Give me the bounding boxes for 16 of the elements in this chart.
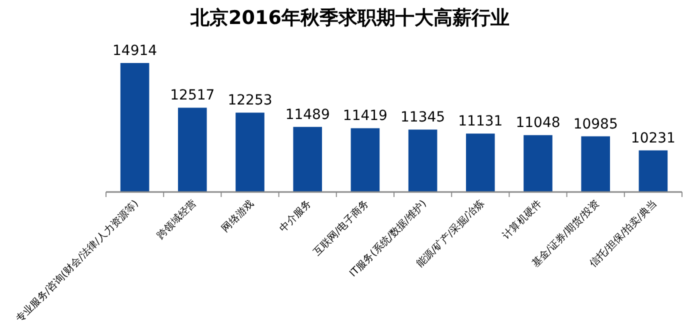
data-label: 11345 (400, 110, 446, 126)
data-label: 10985 (573, 116, 618, 132)
chart-title: 北京2016年秋季求职期十大高薪行业 (190, 7, 510, 29)
data-label: 11419 (342, 108, 388, 124)
data-label: 11489 (285, 106, 330, 123)
data-label: 12253 (228, 92, 272, 109)
data-label: 11131 (458, 114, 503, 130)
x-tick-label: 跨领域经营 (154, 198, 199, 242)
x-tick-label: 网络游戏 (219, 198, 256, 234)
data-label: 12517 (170, 88, 215, 104)
data-label: 11048 (516, 115, 560, 132)
data-label: 14914 (112, 43, 158, 59)
x-tick-label: 中介服务 (276, 198, 314, 234)
x-tick-label: 专业服务/咨询(财会/法律/人力资源等) (14, 198, 141, 325)
data-label: 10231 (630, 130, 676, 146)
x-tick-label: 计算机硬件 (500, 198, 544, 242)
